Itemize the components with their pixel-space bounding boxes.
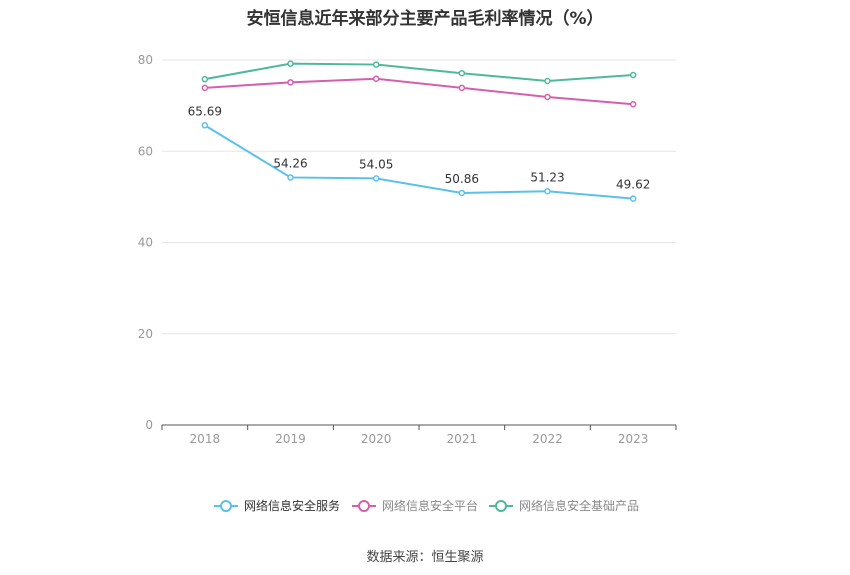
data-point — [629, 195, 637, 202]
data-point — [544, 77, 551, 85]
y-tick-label: 40 — [138, 236, 153, 250]
data-point — [372, 175, 380, 182]
x-tick-label: 2023 — [618, 432, 649, 446]
data-point — [458, 69, 466, 77]
legend-label: 网络信息安全基础产品 — [519, 498, 639, 513]
data-label: 49.62 — [616, 178, 650, 192]
data-point — [201, 84, 209, 92]
data-point — [544, 93, 551, 101]
y-tick-label: 0 — [145, 418, 153, 432]
series-line — [204, 62, 634, 82]
data-point — [201, 122, 209, 129]
y-tick-label: 20 — [138, 327, 153, 341]
data-label: 65.69 — [188, 104, 222, 118]
x-tick-label: 2018 — [190, 432, 221, 446]
data-point — [372, 75, 380, 82]
data-label: 54.05 — [359, 157, 393, 171]
data-point — [201, 75, 209, 83]
data-point — [458, 84, 466, 92]
x-tick-label: 2019 — [275, 432, 306, 446]
x-tick-label: 2022 — [532, 432, 563, 446]
x-tick-label: 2020 — [361, 432, 392, 446]
data-point — [629, 71, 637, 79]
data-point — [629, 101, 637, 108]
series-line — [204, 77, 634, 106]
data-point — [458, 189, 466, 197]
data-point — [544, 188, 551, 195]
y-tick-label: 60 — [138, 144, 153, 158]
data-point — [287, 79, 294, 86]
y-tick-label: 80 — [138, 53, 153, 67]
data-label: 51.23 — [530, 170, 564, 184]
data-point — [287, 174, 294, 181]
legend-marker-circle — [220, 500, 232, 512]
x-tick-label: 2021 — [447, 432, 478, 446]
data-label: 50.86 — [445, 172, 479, 186]
data-point — [287, 60, 294, 67]
legend-marker-circle — [495, 500, 507, 512]
data-source: 数据来源：恒生聚源 — [366, 550, 484, 565]
legend-marker-circle — [358, 500, 370, 512]
data-point — [372, 61, 380, 68]
legend-label: 网络信息安全平台 — [382, 498, 478, 513]
series-line — [204, 124, 634, 200]
legend-label: 网络信息安全服务 — [244, 498, 340, 513]
chart-title: 安恒信息近年来部分主要产品毛利率情况（%） — [246, 9, 604, 29]
data-label: 54.26 — [273, 156, 307, 170]
